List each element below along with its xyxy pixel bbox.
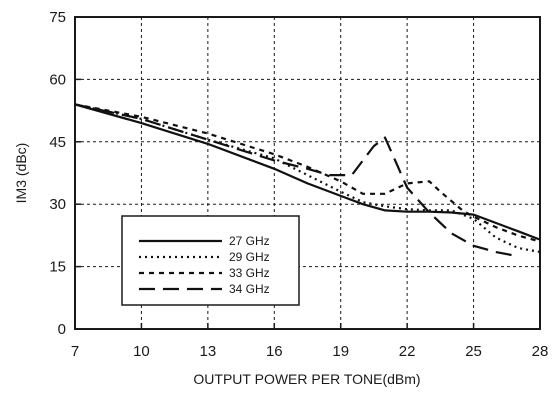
y-tick-label: 15 [49,259,66,276]
x-tick-label: 19 [332,343,349,360]
legend: 27 GHz 29 GHz 33 GHz 34 GHz [121,215,300,306]
y-tick-label: 60 [49,71,66,88]
series-line-33-ghz [74,103,541,243]
y-axis-title: IM3 (dBc) [13,143,29,204]
y-tick-label: 75 [49,9,66,26]
legend-box [121,215,300,306]
x-tick-label: 13 [200,343,217,360]
legend-label: 34 GHz [229,282,270,296]
y-tick-label: 0 [58,321,66,338]
legend-label: 33 GHz [229,266,270,280]
series-lines [74,103,541,258]
y-tick-label: 30 [49,196,66,213]
legend-label: 29 GHz [229,250,270,264]
x-tick-label: 7 [71,343,79,360]
x-tick-label: 10 [133,343,150,360]
x-tick-label: 25 [465,343,482,360]
series-line-34-ghz [74,103,519,258]
y-tick-label: 45 [49,134,66,151]
axis-ticks: 7 10 13 16 19 22 25 28 0 15 30 45 60 75 [49,9,548,360]
legend-label: 27 GHz [229,234,270,248]
x-tick-label: 28 [532,343,549,360]
x-tick-label: 22 [399,343,416,360]
series-line-27-ghz [74,103,541,241]
x-axis-title: OUTPUT POWER PER TONE(dBm) [193,371,420,387]
plot-area-border [74,16,541,330]
x-tick-label: 16 [266,343,283,360]
